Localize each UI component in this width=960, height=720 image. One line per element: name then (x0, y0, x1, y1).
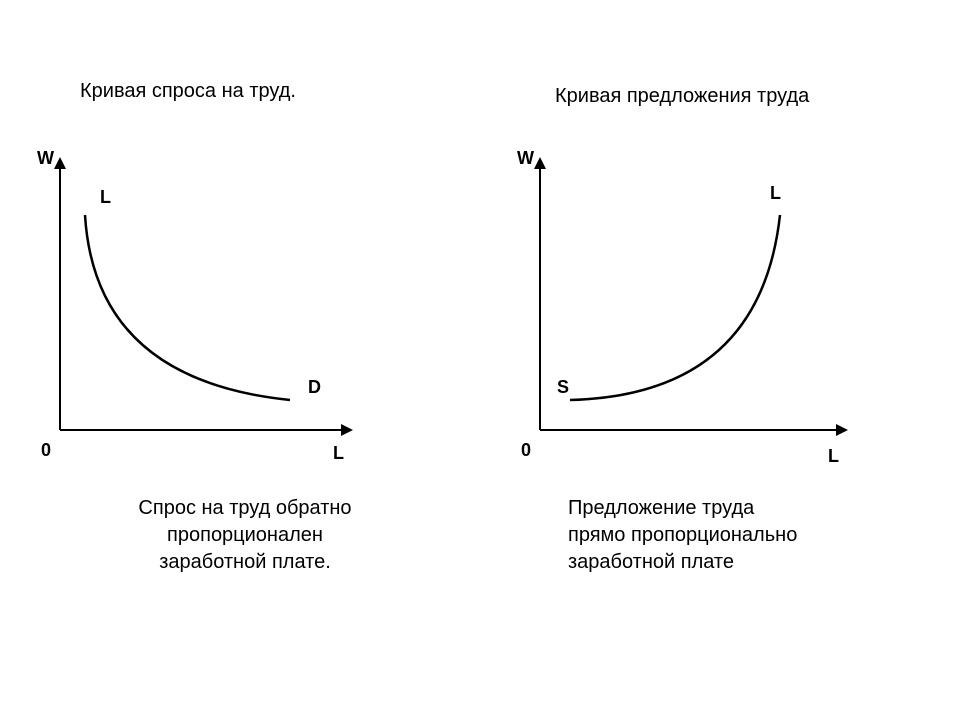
caption-supply-line1: Предложение труда (568, 497, 754, 519)
page: Кривая спроса на труд. W L D 0 L Спрос н… (0, 0, 960, 720)
chart-supply (480, 0, 960, 720)
caption-demand-line3: заработной плате. (159, 551, 331, 573)
caption-supply-line2: прямо пропорционально (568, 524, 797, 546)
panel-demand: Кривая спроса на труд. W L D 0 L Спрос н… (0, 0, 480, 720)
caption-demand: Спрос на труд обратно пропорционален зар… (95, 495, 395, 576)
caption-supply: Предложение труда прямо пропорционально … (568, 495, 888, 576)
panel-supply: Кривая предложения труда W L S 0 L Предл… (480, 0, 960, 720)
supply-curve (570, 215, 780, 400)
demand-curve (85, 215, 290, 400)
caption-demand-line2: пропорционален (167, 524, 323, 546)
caption-supply-line3: заработной плате (568, 551, 734, 573)
chart-demand (0, 0, 480, 720)
caption-demand-line1: Спрос на труд обратно (138, 497, 351, 519)
